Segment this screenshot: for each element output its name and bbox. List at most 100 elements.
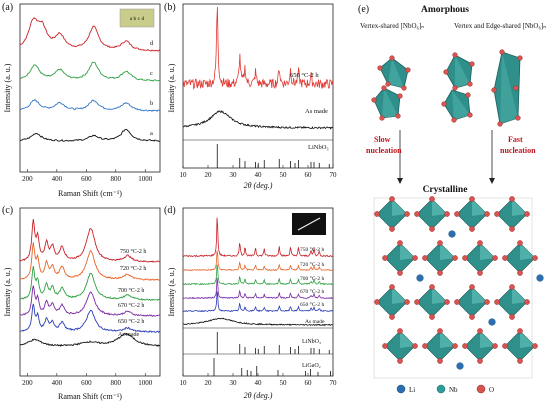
panel-a: (a) a b c d d c b a 200 400 600 800 1000 Raman … (2, 2, 161, 198)
oxygen-atom (371, 97, 377, 103)
crystal-octahedron-face (480, 243, 495, 260)
x-tick-label: 800 (111, 175, 122, 183)
panel-a-frame (19, 3, 161, 173)
panel-e-caption-left: Vertex-shared [NbO₆]ₙ (360, 22, 424, 30)
oxygen-atom (465, 92, 471, 98)
panel-d-series-650: 650 °C-2 h (300, 301, 324, 308)
panel-c-xlabel: Raman Shift (cm⁻¹) (58, 392, 122, 401)
panel-a-inset (119, 8, 155, 28)
panel-d-inset-streak (297, 217, 321, 231)
legend-o-label: O (489, 386, 494, 394)
oxygen-atom (469, 61, 475, 67)
crystal-octahedron-face (480, 331, 495, 348)
slow-nucleation-label-1: Slow (374, 135, 391, 144)
oxygen-atom (437, 358, 443, 364)
crystal-octahedron-face (440, 331, 455, 348)
panel-c-series-670: 670 °C-2 h (118, 302, 144, 309)
panel-c-curve-1 (19, 242, 161, 281)
panel-a-curve-label-a: a (150, 130, 153, 137)
oxygen-atom (374, 211, 380, 217)
panel-c-curve-0 (19, 219, 161, 263)
x-tick-label: 20 (205, 171, 213, 179)
oxygen-atom (517, 270, 523, 276)
oxygen-atom (381, 85, 387, 91)
oxygen-atom (513, 85, 519, 91)
oxygen-atom (397, 93, 403, 99)
octahedra-vertex-shared (373, 57, 409, 119)
crystal-octahedron-face (432, 287, 447, 304)
crystal-structure (373, 196, 544, 379)
oxygen-atom (509, 284, 515, 290)
oxygen-atom (499, 49, 505, 55)
oxygen-atom (414, 211, 420, 217)
octahedron-3-face (455, 55, 470, 88)
legend-nb-label: Nb (449, 386, 458, 394)
oxygen-atom (492, 255, 498, 261)
panel-d-series-750: 750 °C-2 h (300, 246, 324, 253)
fast-nucleation-label-1: Fast (508, 135, 523, 144)
panel-c-series-asmade: As made (118, 332, 139, 338)
crystal-octahedron-face (472, 287, 487, 304)
crystal-octahedron-face (432, 199, 447, 216)
panel-c-ylabel: Intensity (a. u.) (3, 267, 12, 316)
x-tick-label: 60 (305, 171, 313, 179)
oxygen-atom (437, 240, 443, 246)
oxygen-atom (517, 55, 523, 61)
panel-a-inset-text: a b c d (130, 16, 145, 22)
oxygen-atom (469, 284, 475, 290)
x-tick-label: 400 (52, 379, 63, 387)
panel-b-series-650: 650 °C-2 h (290, 72, 319, 79)
crystal-octahedron-face (472, 199, 487, 216)
panel-label-a: (a) (2, 2, 13, 13)
panel-c-frame (19, 207, 161, 377)
panel-label-d: (d) (164, 205, 176, 216)
oxygen-atom (532, 255, 538, 261)
panel-label-b: (b) (164, 2, 176, 13)
panel-d-curve-4 (182, 291, 334, 313)
x-tick-label: 50 (280, 171, 288, 179)
oxygen-atom (517, 358, 523, 364)
oxygen-atom (395, 113, 401, 119)
lithium-atom (456, 362, 464, 370)
panel-e-crystalline-title: Crystalline (423, 185, 468, 195)
panel-c-curve-5 (19, 332, 161, 348)
oxygen-atom (429, 314, 435, 320)
x-tick-label: 600 (81, 379, 92, 387)
x-tick-label: 1000 (138, 175, 153, 183)
x-tick-label: 10 (180, 379, 188, 387)
panel-a-curve-label-c: c (150, 70, 153, 77)
panel-c-ticks: 200 400 600 800 1000 (22, 373, 153, 387)
oxygen-atom (462, 255, 468, 261)
crystal-octahedron-face (400, 331, 415, 348)
oxygen-atom (404, 211, 410, 217)
oxygen-atom (454, 211, 460, 217)
legend-li-marker (396, 384, 406, 394)
panel-a-curve-c (19, 61, 160, 82)
oxygen-atom (494, 299, 500, 305)
crystal-octahedron-face (512, 287, 527, 304)
oxygen-atom (405, 67, 411, 73)
x-tick-label: 1000 (138, 379, 153, 387)
oxygen-atom (444, 211, 450, 217)
panel-label-e: (e) (358, 4, 369, 15)
x-tick-label: 40 (255, 171, 263, 179)
lithium-atom (448, 230, 456, 238)
oxygen-atom (517, 240, 523, 246)
x-tick-label: 70 (330, 171, 338, 179)
panel-b-curves (182, 6, 334, 130)
panel-d-reference-lines (213, 332, 331, 376)
panel-e-caption-right: Vertex and Edge-shared [NbO₆]ₙ (454, 22, 546, 30)
fast-nucleation-label-2: nucleation (500, 146, 536, 155)
panel-a-xlabel: Raman Shift (cm⁻¹) (58, 189, 122, 198)
oxygen-atom (385, 81, 391, 87)
oxygen-atom (374, 299, 380, 305)
panel-d-ticks: 10 20 30 40 50 60 70 (180, 373, 337, 387)
oxygen-atom (462, 343, 468, 349)
x-tick-label: 20 (205, 379, 213, 387)
oxygen-atom (497, 121, 503, 127)
panel-c-curve-3 (19, 285, 161, 317)
crystal-octahedron-face (512, 199, 527, 216)
panel-d-reference-2: LiGaO₂ (302, 363, 321, 369)
panel-b: (b) 650 °C-2 h As made LiNbO₃ 10 20 30 40 50… (164, 2, 337, 190)
